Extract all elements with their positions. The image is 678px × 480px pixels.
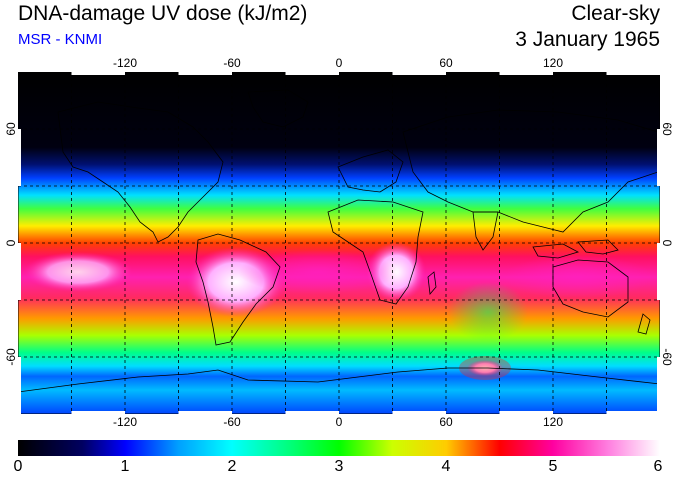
colorbar-tick: 3 <box>334 458 344 475</box>
graticule <box>18 72 660 414</box>
colorbar-tick: 4 <box>441 458 451 475</box>
south-pacific-high-band <box>503 255 653 299</box>
colorbar-tick: 5 <box>548 458 558 475</box>
colorbar-gradient <box>18 440 660 456</box>
date-label: 3 January 1965 <box>515 28 660 51</box>
sky-condition-label: Clear-sky <box>571 2 660 25</box>
colorbar <box>18 440 660 456</box>
bottom-lon-tick: 120 <box>542 415 564 429</box>
bottom-lon-tick: 60 <box>439 415 453 429</box>
colorbar-tick: 6 <box>653 458 663 475</box>
right-lat-tick: -60 <box>660 348 674 366</box>
coastlines <box>18 89 660 393</box>
colorbar-tick: 2 <box>227 458 237 475</box>
top-lon-tick: 60 <box>439 56 453 70</box>
map-title: DNA-damage UV dose (kJ/m2) <box>18 2 308 25</box>
left-lat-tick: -60 <box>4 348 18 366</box>
indian-ocean-cloud-band <box>448 282 528 342</box>
bottom-lon-tick: 0 <box>335 415 343 429</box>
map-frame <box>18 72 660 414</box>
left-lat-tick: 0 <box>4 239 18 247</box>
top-lon-tick: -60 <box>223 56 241 70</box>
colorbar-tick: 0 <box>13 458 23 475</box>
right-lat-tick: 0 <box>660 239 674 247</box>
source-label: MSR - KNMI <box>18 31 103 48</box>
top-lon-tick: 120 <box>542 56 564 70</box>
top-lon-tick: 0 <box>335 56 343 70</box>
uv-dose-map <box>18 72 660 414</box>
east-pacific-uv-maximum <box>23 252 133 292</box>
left-lat-tick: 60 <box>4 122 18 136</box>
colorbar-tick: 1 <box>120 458 130 475</box>
bottom-lon-tick: -60 <box>223 415 241 429</box>
top-lon-tick: -120 <box>112 56 138 70</box>
right-lat-tick: 60 <box>660 122 674 136</box>
south-atlantic-high-band <box>238 250 398 294</box>
bottom-lon-tick: -120 <box>112 415 138 429</box>
